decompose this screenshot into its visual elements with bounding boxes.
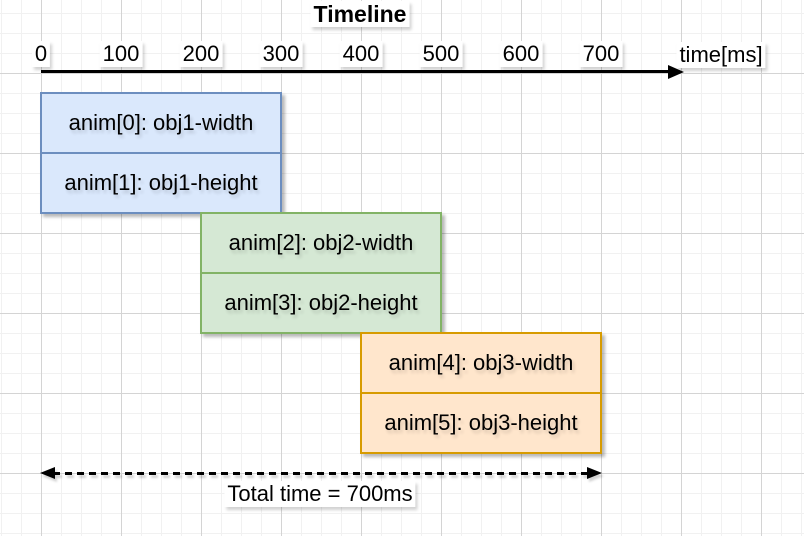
timeline-bar-anim4: anim[4]: obj3-width — [388, 350, 574, 375]
timeline-bar-anim3: anim[3]: obj2-height — [202, 272, 440, 332]
arrow-left-icon — [40, 467, 55, 479]
obj1-bar-group: anim[0]: obj1-width anim[1]: obj1-height — [40, 92, 282, 214]
timeline-bar-anim5: anim[5]: obj3-height — [362, 392, 600, 452]
arrow-right-icon — [587, 467, 602, 479]
total-time-arrow — [40, 467, 602, 480]
axis-tick-500: 500 — [419, 41, 463, 67]
axis-tick-600: 600 — [499, 41, 543, 67]
timeline-bar-anim0: anim[0]: obj1-width — [68, 110, 254, 135]
axis-tick-700: 700 — [579, 41, 623, 67]
axis-tick-100: 100 — [99, 41, 143, 67]
axis-tick-200: 200 — [179, 41, 223, 67]
axis-unit-label: time[ms] — [676, 42, 766, 68]
total-time-label: Total time = 700ms — [224, 481, 416, 507]
timeline-bar-anim1: anim[1]: obj1-height — [42, 152, 280, 212]
dashed-line — [53, 472, 589, 475]
obj3-bar-group: anim[4]: obj3-width anim[5]: obj3-height — [360, 332, 602, 454]
obj2-bar-group: anim[2]: obj2-width anim[3]: obj2-height — [200, 212, 442, 334]
diagram-title: Timeline — [310, 1, 410, 27]
time-axis-arrowhead-icon — [668, 65, 684, 79]
axis-tick-0: 0 — [31, 41, 51, 67]
axis-tick-400: 400 — [339, 41, 383, 67]
axis-tick-300: 300 — [259, 41, 303, 67]
time-axis-line — [41, 70, 670, 73]
timeline-bar-anim2: anim[2]: obj2-width — [228, 230, 414, 255]
